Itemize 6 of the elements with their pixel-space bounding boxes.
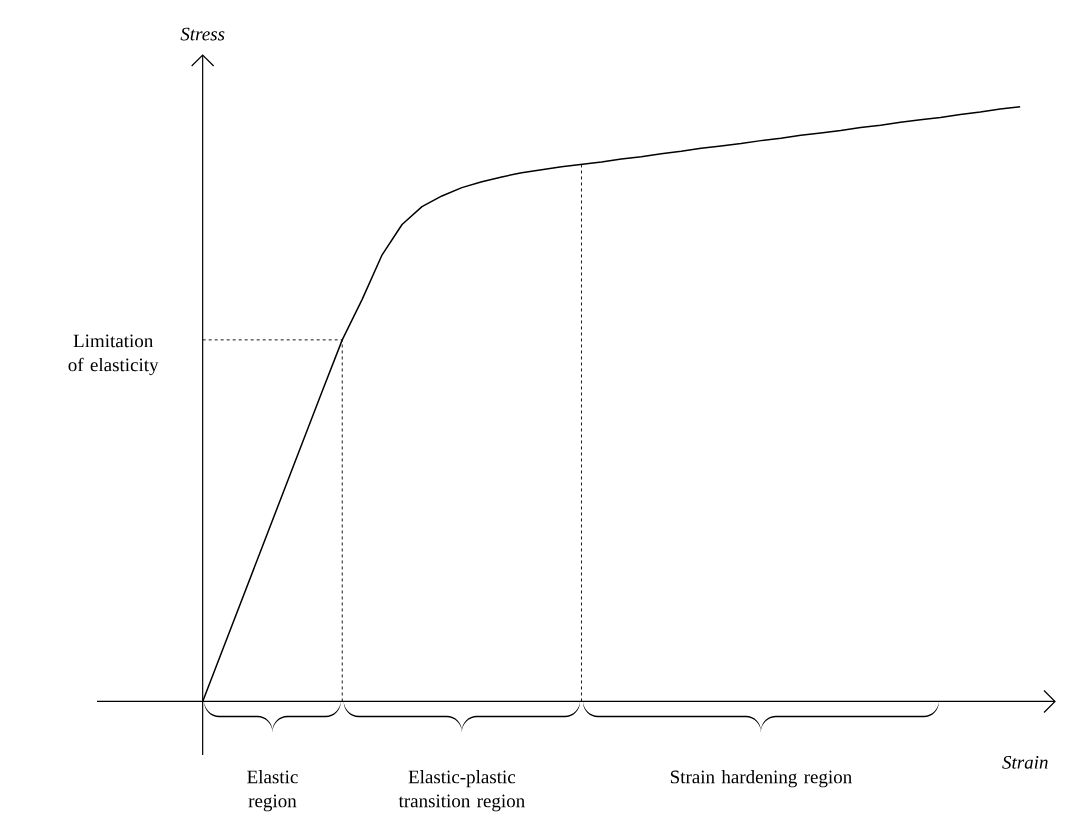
text: Elastic region (247, 770, 298, 812)
y-axis-title: Stress (180, 27, 225, 41)
text: Elastic-plastic transition region (398, 770, 525, 812)
x-axis-title: Strain (1002, 756, 1048, 769)
text: Strain hardening region (670, 770, 852, 788)
ref-line-label: Limitation of elasticity (68, 334, 159, 376)
